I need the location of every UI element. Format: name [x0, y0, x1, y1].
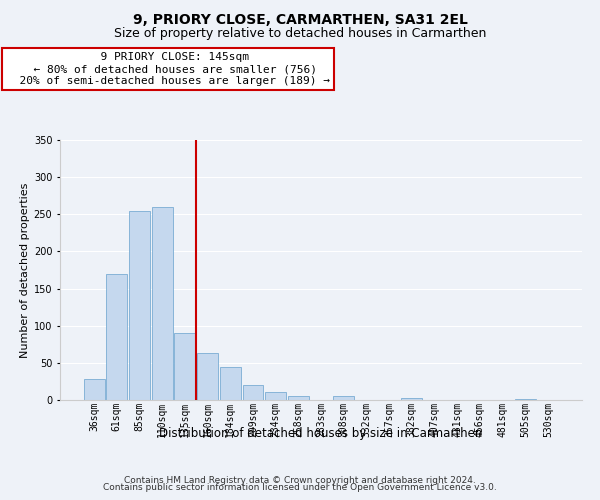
Bar: [401, 398, 422, 400]
Y-axis label: Number of detached properties: Number of detached properties: [20, 182, 29, 358]
Bar: [129, 210, 150, 400]
Text: Size of property relative to detached houses in Carmarthen: Size of property relative to detached ho…: [114, 28, 486, 40]
Bar: [333, 396, 354, 400]
Text: Contains public sector information licensed under the Open Government Licence v3: Contains public sector information licen…: [103, 484, 497, 492]
Bar: [242, 385, 263, 400]
Text: Distribution of detached houses by size in Carmarthen: Distribution of detached houses by size …: [160, 428, 482, 440]
Bar: [106, 274, 127, 400]
Bar: [175, 333, 196, 400]
Bar: [197, 353, 218, 400]
Bar: [220, 366, 241, 400]
Text: 9 PRIORY CLOSE: 145sqm
  ← 80% of detached houses are smaller (756)
  20% of sem: 9 PRIORY CLOSE: 145sqm ← 80% of detached…: [6, 52, 330, 86]
Text: Contains HM Land Registry data © Crown copyright and database right 2024.: Contains HM Land Registry data © Crown c…: [124, 476, 476, 485]
Bar: [152, 207, 173, 400]
Bar: [265, 392, 286, 400]
Bar: [288, 396, 309, 400]
Text: 9, PRIORY CLOSE, CARMARTHEN, SA31 2EL: 9, PRIORY CLOSE, CARMARTHEN, SA31 2EL: [133, 12, 467, 26]
Bar: [84, 379, 104, 400]
